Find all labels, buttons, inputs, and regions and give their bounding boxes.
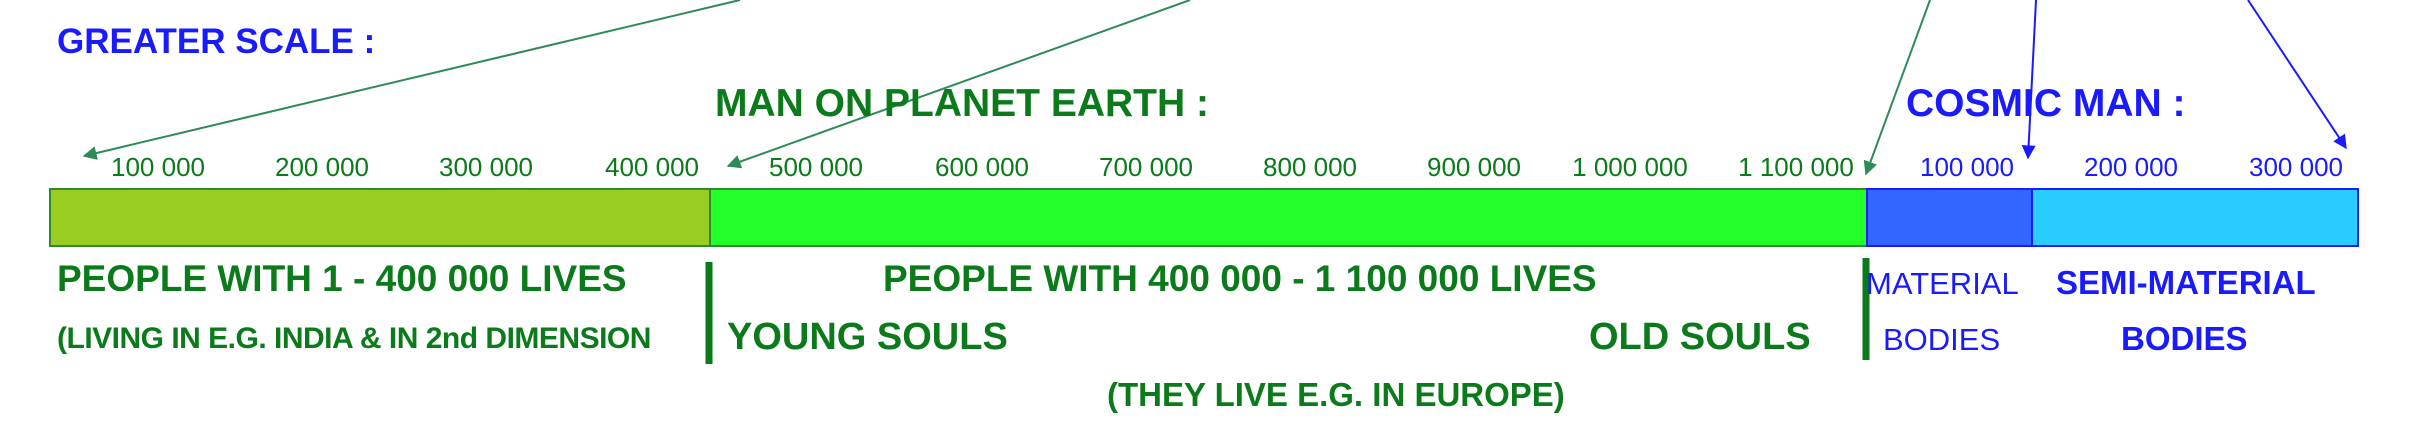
material-label: MATERIAL (1866, 266, 2019, 301)
man-on-earth-title: MAN ON PLANET EARTH : (715, 82, 1209, 125)
greater-scale-title: GREATER SCALE : (57, 22, 376, 61)
tick-label: 500 000 (769, 152, 863, 182)
bar-segment-green (709, 188, 1868, 247)
bodies-label-2: BODIES (2121, 320, 2248, 357)
tick-label: 900 000 (1427, 152, 1521, 182)
tick-label: 300 000 (2249, 152, 2343, 182)
tick-label: 300 000 (439, 152, 533, 182)
bodies-label-1: BODIES (1883, 322, 2001, 357)
tick-label: 700 000 (1099, 152, 1193, 182)
tick-label: 100 000 (1920, 152, 2014, 182)
tick-label: 200 000 (2084, 152, 2178, 182)
arrow-to-100k (82, 0, 741, 160)
living-india-label: (LIVING IN E.G. INDIA & IN 2nd DIMENSION (57, 322, 651, 355)
arrow-to-400k (726, 0, 1191, 169)
arrow-to-1100k (1863, 0, 1931, 176)
tick-label: 400 000 (605, 152, 699, 182)
tick-label: 100 000 (111, 152, 205, 182)
arrow-to-cosmic-300k (2247, 0, 2347, 150)
tick-label: 1 100 000 (1738, 152, 1854, 182)
people-400k-1100k-label: PEOPLE WITH 400 000 - 1 100 000 LIVES (883, 258, 1597, 299)
live-europe-label: (THEY LIVE E.G. IN EUROPE) (1107, 376, 1565, 413)
cosmic-man-title: COSMIC MAN : (1906, 82, 2186, 125)
semi-material-label: SEMI-MATERIAL (2056, 264, 2316, 301)
bar-segment-cyan (2031, 188, 2359, 247)
tick-label: 1 000 000 (1572, 152, 1688, 182)
bar-segment-olive (49, 188, 711, 247)
bar-segment-blue (1866, 188, 2033, 247)
people-1-400k-label: PEOPLE WITH 1 - 400 000 LIVES (57, 258, 627, 299)
tick-label: 800 000 (1263, 152, 1357, 182)
young-souls-label: YOUNG SOULS (727, 316, 1008, 358)
tick-label: 600 000 (935, 152, 1029, 182)
old-souls-label: OLD SOULS (1589, 316, 1811, 358)
arrow-to-cosmic-100k (2021, 0, 2037, 160)
tick-label: 200 000 (275, 152, 369, 182)
